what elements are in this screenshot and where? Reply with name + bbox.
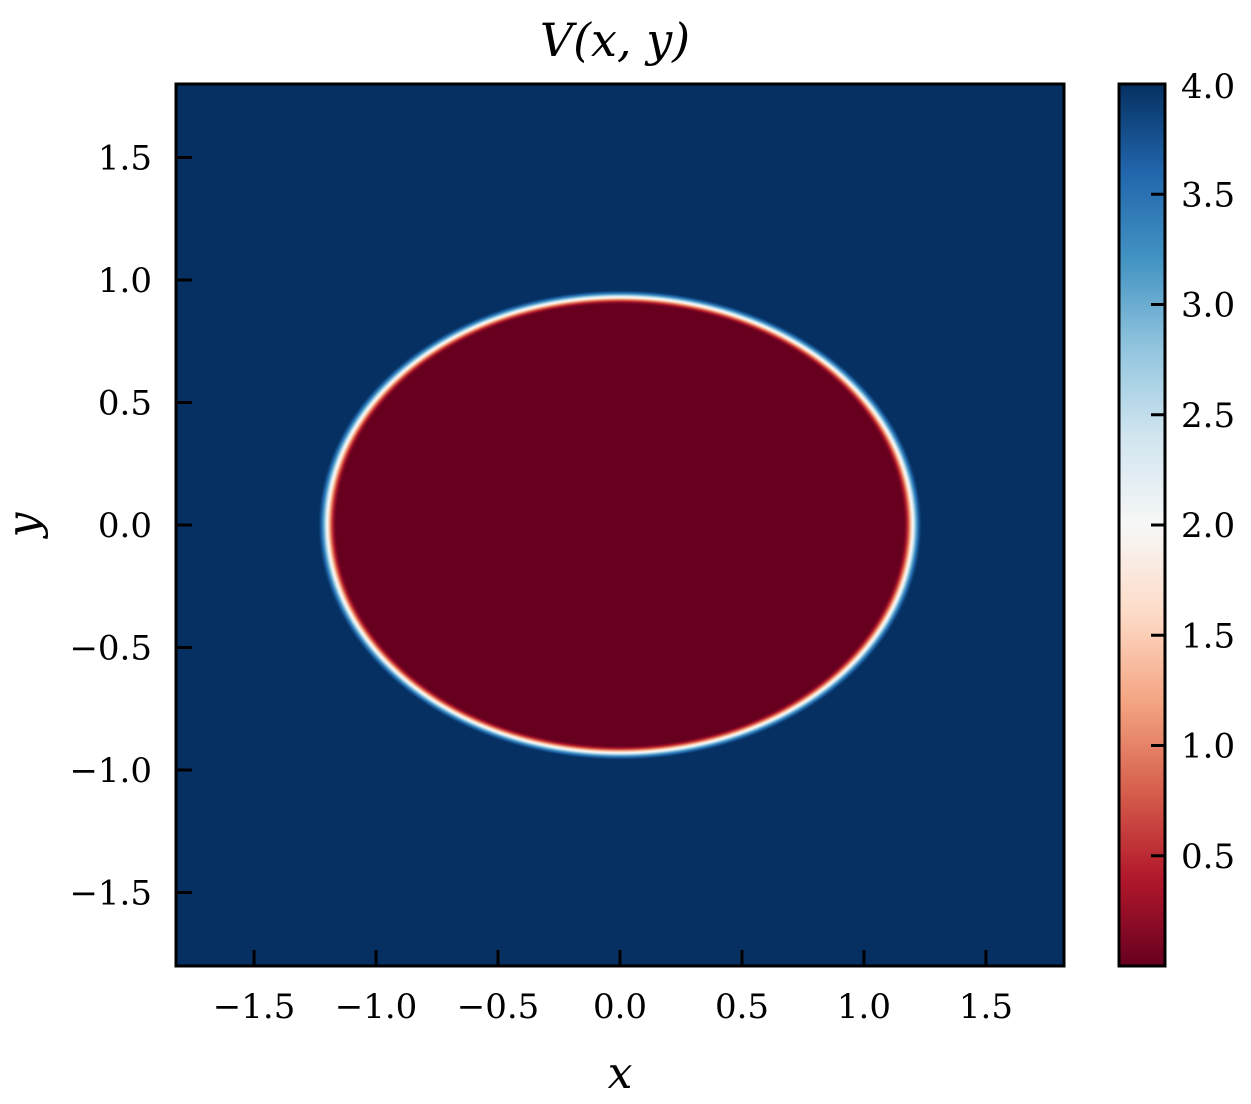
plot-area	[176, 84, 1064, 966]
colorbar-tick-label: 1.0	[1181, 727, 1235, 767]
x-tick-label: −1.0	[335, 987, 418, 1027]
x-tick-label: −1.5	[213, 987, 296, 1027]
y-tick-label: −1.0	[69, 751, 152, 791]
colorbar-tick-label: 4.0	[1181, 67, 1235, 107]
x-tick-label: 0.0	[593, 987, 647, 1027]
colorbar-tick-label: 1.5	[1181, 616, 1235, 656]
y-tick-label: 0.0	[98, 506, 152, 546]
x-tick-label: 1.0	[837, 987, 891, 1027]
colorbar-tick-label: 3.5	[1181, 175, 1235, 215]
colorbar-tick-label: 2.5	[1181, 396, 1235, 436]
y-tick-label: −0.5	[69, 629, 152, 669]
field-ellipse	[301, 277, 939, 773]
colorbar-tick-label: 0.5	[1181, 837, 1235, 877]
y-tick-label: 1.0	[98, 261, 152, 301]
y-tick-label: −1.5	[69, 874, 152, 914]
colorbar-tick-label: 2.0	[1181, 506, 1235, 546]
colorbar: 0.5 1.0 1.5 2.0 2.5 3.0 3.5 4.0	[1117, 67, 1235, 968]
x-tick-label: 0.5	[715, 987, 769, 1027]
x-tick-label: −0.5	[457, 987, 540, 1027]
x-tick-label: 1.5	[959, 987, 1013, 1027]
y-tick-label: 1.5	[98, 139, 152, 179]
y-axis-label: y	[0, 511, 49, 539]
x-axis-ticks: −1.5 −1.0 −0.5 0.0 0.5 1.0 1.5	[213, 950, 1013, 1027]
colorbar-ticks: 0.5 1.0 1.5 2.0 2.5 3.0 3.5 4.0	[1151, 67, 1235, 877]
y-axis-ticks: −1.5 −1.0 −0.5 0.0 0.5 1.0 1.5	[69, 139, 192, 914]
x-axis-label: x	[608, 1048, 633, 1099]
y-tick-label: 0.5	[98, 384, 152, 424]
chart-title: V(x, y)	[540, 13, 690, 67]
colorbar-tick-label: 3.0	[1181, 286, 1235, 326]
